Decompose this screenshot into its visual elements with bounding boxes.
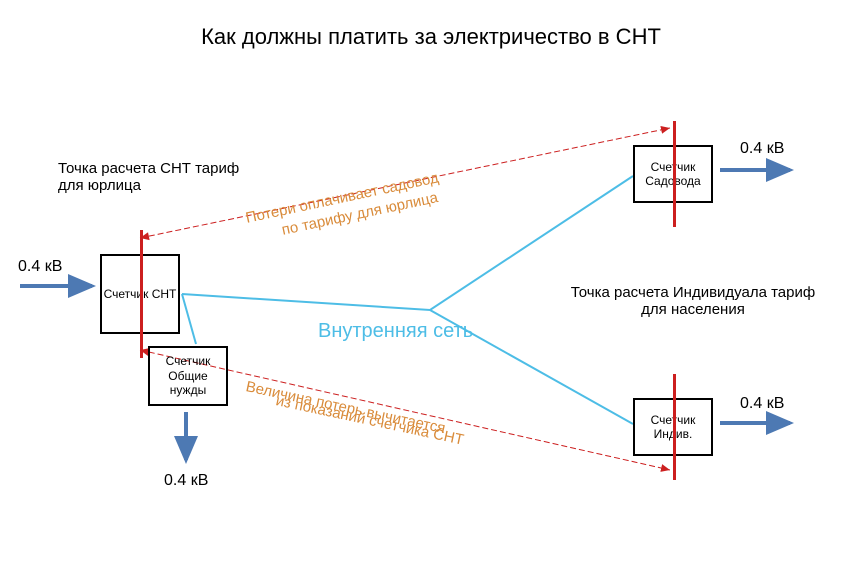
network-tail — [182, 294, 196, 344]
voltage-in-label: 0.4 кВ — [18, 258, 62, 276]
diagram-stage: Как должны платить за электричество в СН… — [0, 0, 862, 566]
voltage-gardener-label: 0.4 кВ — [740, 140, 784, 158]
vbar-snt — [140, 230, 143, 358]
node-common: Счетчик Общие нужды — [148, 346, 228, 406]
voltage-indiv-label: 0.4 кВ — [740, 395, 784, 413]
caption-snt: Точка расчета СНТ тариф для юрлица — [58, 160, 258, 194]
vbar-gardener — [673, 121, 676, 227]
node-common-label: Счетчик Общие нужды — [150, 354, 226, 397]
caption-indiv: Точка расчета Индивидуала тариф для насе… — [568, 284, 818, 318]
caption-network: Внутренняя сеть — [318, 320, 473, 343]
vbar-indiv — [673, 374, 676, 480]
voltage-common-label: 0.4 кВ — [164, 472, 208, 490]
